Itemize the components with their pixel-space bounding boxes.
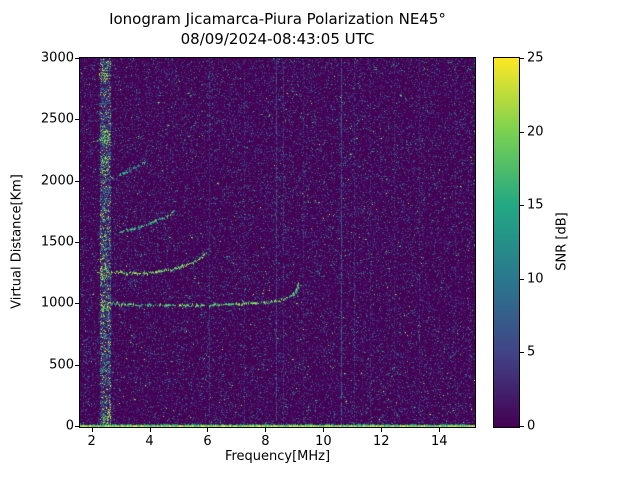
colorbar-tick-label: 15 xyxy=(527,197,544,213)
x-tick-mark xyxy=(439,428,441,432)
y-tick-mark xyxy=(75,58,79,59)
colorbar-tick-mark xyxy=(520,278,524,280)
y-tick-label: 2500 xyxy=(40,111,74,127)
x-tick-label: 6 xyxy=(203,434,212,449)
y-tick-mark xyxy=(75,180,79,182)
x-tick-mark xyxy=(323,428,325,432)
x-tick-label: 12 xyxy=(373,434,390,449)
colorbar-gradient xyxy=(493,57,520,428)
y-tick-mark xyxy=(75,242,79,243)
y-tick-label: 500 xyxy=(49,357,74,373)
colorbar-tick-mark xyxy=(520,426,524,427)
colorbar-tick-mark xyxy=(520,205,524,207)
x-tick-label: 8 xyxy=(261,434,270,449)
x-tick-mark xyxy=(265,428,267,432)
colorbar-tick-label: 5 xyxy=(527,344,536,360)
y-tick-label: 3000 xyxy=(40,50,74,66)
x-tick-label: 2 xyxy=(87,434,96,449)
y-tick-mark xyxy=(75,303,79,305)
colorbar-tick-label: 25 xyxy=(527,50,544,66)
colorbar-tick-mark xyxy=(520,131,524,133)
chart-subtitle: 08/09/2024-08:43:05 UTC xyxy=(180,30,375,48)
x-tick-label: 10 xyxy=(315,434,332,449)
x-tick-mark xyxy=(91,428,93,432)
x-tick-label: 14 xyxy=(430,434,448,449)
chart-title: Ionogram Jicamarca-Piura Polarization NE… xyxy=(109,10,446,28)
x-tick-mark xyxy=(149,428,151,432)
x-tick-mark xyxy=(381,428,383,432)
y-tick-label: 0 xyxy=(65,418,74,434)
y-tick-label: 2000 xyxy=(40,173,74,189)
y-tick-mark xyxy=(75,426,79,427)
y-tick-mark xyxy=(75,364,79,366)
colorbar-tick-label: 10 xyxy=(527,271,544,287)
y-tick-mark xyxy=(75,119,79,121)
colorbar-label: SNR [dB] xyxy=(554,212,570,271)
x-axis-label: Frequency[MHz] xyxy=(224,449,331,464)
y-tick-label: 1500 xyxy=(40,234,74,250)
x-tick-label: 4 xyxy=(145,434,154,449)
colorbar-tick-mark xyxy=(520,58,524,59)
x-tick-mark xyxy=(207,428,209,432)
colorbar-tick-label: 20 xyxy=(527,124,544,140)
ionogram-heatmap xyxy=(79,57,476,428)
y-axis-label: Virtual Distance[Km] xyxy=(9,174,25,309)
y-tick-label: 1000 xyxy=(40,295,74,311)
colorbar-tick-label: 0 xyxy=(527,418,536,434)
colorbar-tick-mark xyxy=(520,352,524,354)
